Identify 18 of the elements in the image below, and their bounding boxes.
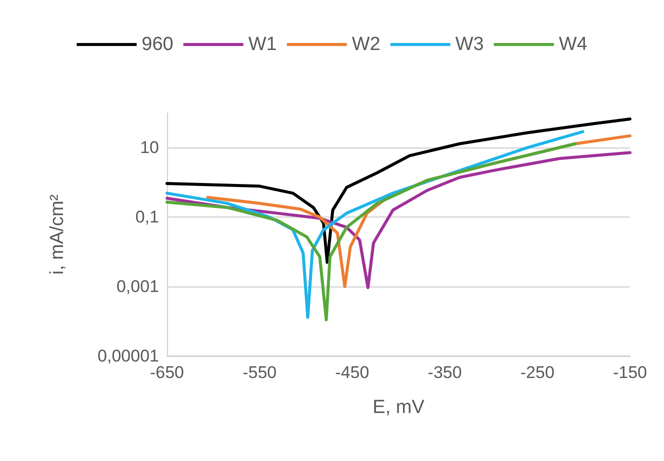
- legend-label: W2: [352, 34, 380, 55]
- legend-label: W1: [248, 34, 277, 55]
- x-tick-label: -350: [428, 363, 462, 382]
- legend-label: 960: [142, 34, 174, 55]
- x-tick-label: -150: [612, 363, 648, 382]
- y-tick-label: 0,1: [135, 208, 159, 227]
- y-tick-label: 10: [140, 138, 159, 158]
- x-tick-label: -450: [335, 363, 370, 382]
- x-axis-title: E, mV: [372, 397, 425, 418]
- legend-label: W3: [455, 34, 484, 55]
- x-tick-label: -550: [242, 363, 277, 382]
- y-tick-label: 0,001: [116, 277, 159, 296]
- x-tick-label: -250: [520, 363, 554, 382]
- y-tick-label: 0,00001: [98, 346, 159, 366]
- y-axis-title: i, mA/cm²: [47, 194, 68, 275]
- legend-label: W4: [558, 34, 588, 55]
- line-series: [166, 118, 632, 264]
- x-tick-label: -650: [150, 363, 184, 382]
